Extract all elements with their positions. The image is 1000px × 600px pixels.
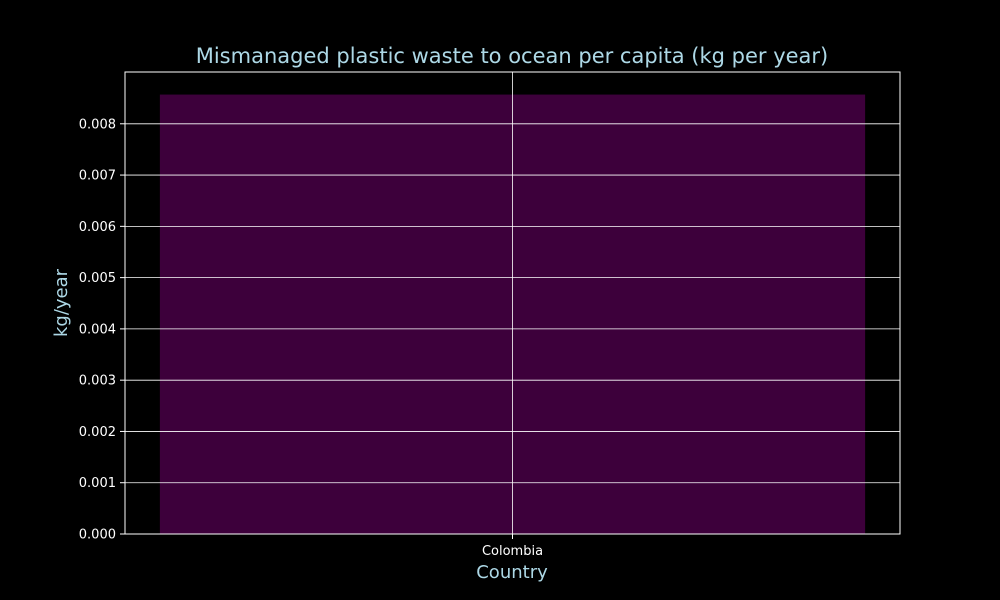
y-tick-label: 0.006	[79, 220, 116, 235]
chart-title: Mismanaged plastic waste to ocean per ca…	[196, 44, 829, 68]
x-tick-label: Colombia	[482, 544, 543, 559]
x-axis-label: Country	[476, 562, 548, 583]
y-tick-label: 0.005	[79, 271, 116, 286]
x-axis-ticks: Colombia	[482, 534, 543, 559]
y-tick-label: 0.002	[79, 425, 116, 440]
y-tick-label: 0.007	[79, 169, 116, 184]
y-axis-ticks: 0.000 0.001 0.002 0.003 0.004 0.005 0.006 0.007…	[79, 117, 125, 543]
y-tick-label: 0.003	[79, 374, 116, 389]
y-tick-label: 0.008	[79, 117, 116, 132]
grid-layer	[125, 72, 900, 535]
y-tick-label: 0.001	[79, 476, 116, 491]
y-tick-label: 0.000	[79, 528, 116, 543]
y-axis-label: kg/year	[51, 268, 72, 337]
y-tick-label: 0.004	[79, 322, 116, 337]
